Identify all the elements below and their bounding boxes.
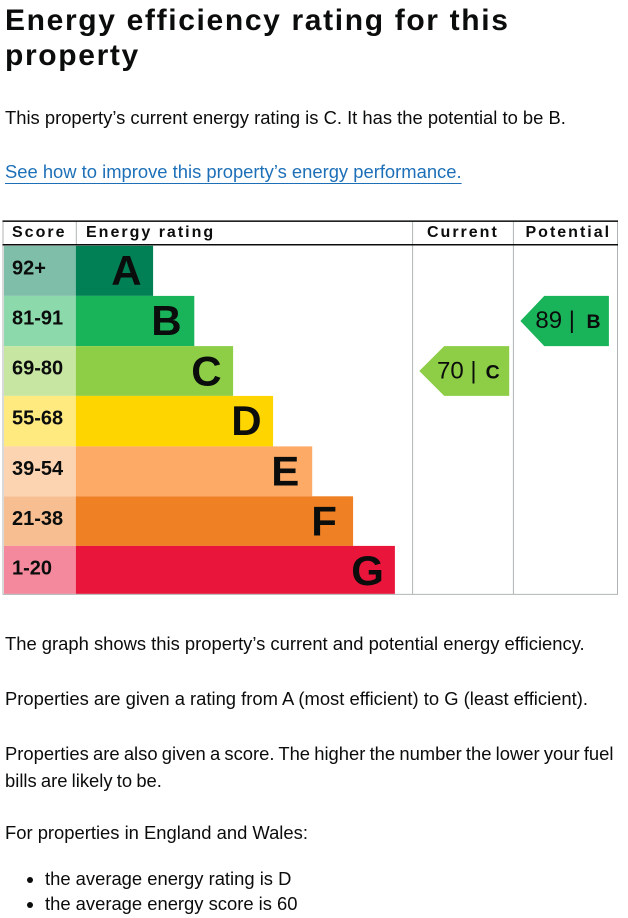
svg-text:Score: Score [12, 224, 66, 241]
svg-text:81-91: 81-91 [12, 308, 63, 330]
svg-text:1-20: 1-20 [12, 558, 52, 580]
svg-text:B: B [587, 311, 601, 333]
svg-text:39-54: 39-54 [12, 458, 64, 480]
svg-text:89 |: 89 | [535, 307, 575, 334]
svg-text:Energy rating: Energy rating [86, 224, 215, 241]
svg-text:21-38: 21-38 [12, 508, 63, 530]
svg-text:55-68: 55-68 [12, 408, 63, 430]
svg-text:B: B [151, 297, 181, 344]
svg-text:92+: 92+ [12, 257, 46, 279]
svg-text:F: F [311, 498, 337, 545]
svg-text:69-80: 69-80 [12, 358, 63, 380]
svg-text:70 |: 70 | [437, 358, 477, 385]
svg-text:Current: Current [427, 224, 499, 241]
svg-text:G: G [351, 547, 384, 594]
svg-text:C: C [191, 347, 221, 394]
svg-text:A: A [111, 247, 141, 294]
svg-text:C: C [486, 362, 500, 384]
svg-text:E: E [271, 448, 299, 495]
svg-text:Potential: Potential [526, 224, 612, 241]
svg-text:D: D [231, 397, 261, 444]
